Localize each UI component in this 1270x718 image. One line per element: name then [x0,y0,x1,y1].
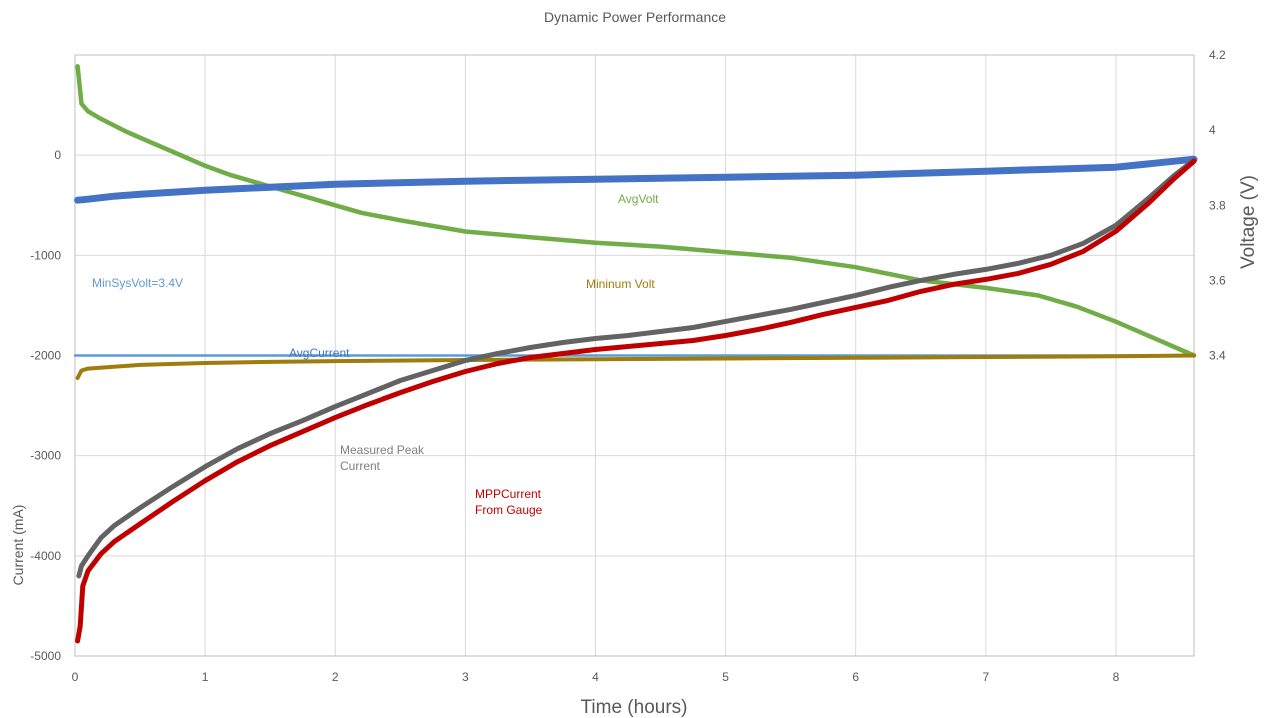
x-tick-label: 1 [202,670,209,684]
y-left-tick-label: -3000 [30,449,61,463]
y-left-axis-ticks: 0 -1000 -2000 -3000 -4000 -5000 [30,148,61,663]
x-axis-title: Time (hours) [581,697,688,718]
x-tick-label: 0 [72,670,79,684]
x-tick-label: 5 [722,670,729,684]
annotation-line: From Gauge [475,503,543,517]
annotation-line: MPPCurrent [475,487,542,501]
chart-title: Dynamic Power Performance [544,9,726,25]
x-tick-label: 6 [852,670,859,684]
y-right-axis-title: Voltage (V) [1238,175,1259,269]
y-right-axis-ticks: 4.2 4 3.8 3.6 3.4 [1209,48,1226,363]
x-axis-ticks: 0 1 2 3 4 5 6 7 8 [72,670,1120,684]
y-left-tick-label: -2000 [30,349,61,363]
series-layer [73,64,1198,644]
annotations: MinSysVolt=3.4V AvgVolt Mininum Volt Avg… [92,192,659,517]
series-line-avgcurrent [74,155,1198,204]
y-left-tick-label: -5000 [30,649,61,663]
series-line-avgvolt [75,64,1197,358]
y-right-tick-label: 3.6 [1209,273,1226,287]
avg-current-label: AvgCurrent [289,346,350,360]
min-volt-label: Mininum Volt [586,277,655,291]
x-tick-label: 8 [1113,670,1120,684]
x-tick-label: 2 [332,670,339,684]
y-left-tick-label: 0 [54,148,61,162]
y-left-axis-title: Current (mA) [10,505,26,586]
x-tick-label: 7 [982,670,989,684]
measured-peak-current-label: Measured Peak Current [340,443,425,473]
y-right-tick-label: 4 [1209,123,1216,137]
x-tick-label: 3 [462,670,469,684]
y-right-tick-label: 3.4 [1209,349,1226,363]
y-right-tick-label: 4.2 [1209,48,1226,62]
mpp-current-label: MPPCurrent From Gauge [475,487,543,517]
y-left-tick-label: -1000 [30,248,61,262]
annotation-line: Measured Peak [340,443,425,457]
series-line-mininum-volt [75,353,1196,380]
y-right-tick-label: 3.8 [1209,198,1226,212]
y-left-tick-label: -4000 [30,549,61,563]
annotation-line: Current [340,459,381,473]
series-line-measured-peak-current [76,157,1197,579]
series-line-mppcurrent-from-gauge [75,158,1197,644]
avg-volt-label: AvgVolt [618,192,659,206]
x-tick-label: 4 [592,670,599,684]
min-sys-volt-label: MinSysVolt=3.4V [92,276,183,290]
